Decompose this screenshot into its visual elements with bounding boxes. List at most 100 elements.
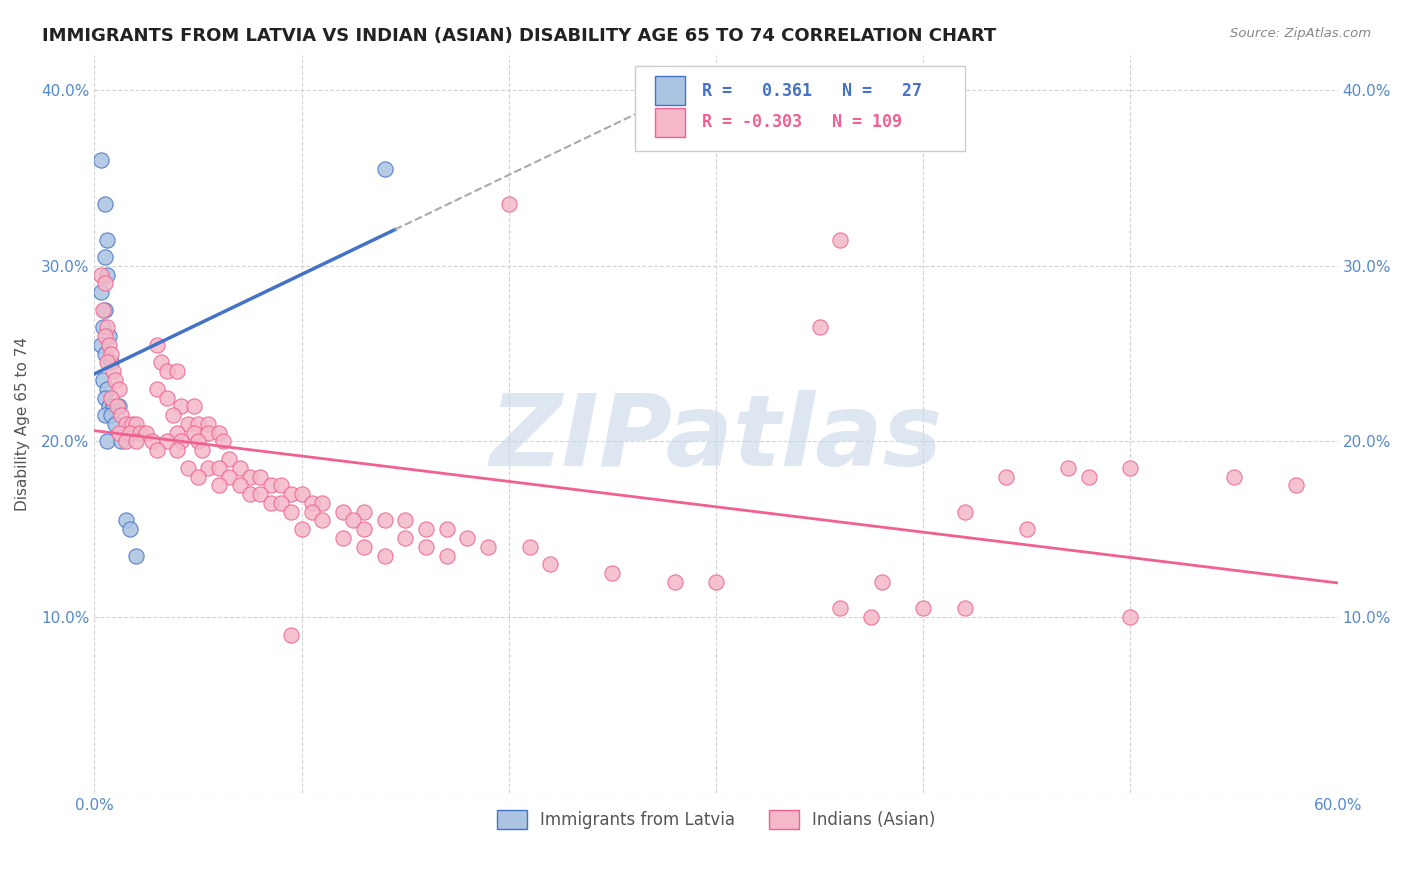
Point [96,268,118,282]
Point [187,469,209,483]
Point [90,285,112,300]
Point [166,443,188,458]
Point [332,531,354,545]
Point [291,522,314,536]
Point [170,400,193,414]
Text: IMMIGRANTS FROM LATVIA VS INDIAN (ASIAN) DISABILITY AGE 65 TO 74 CORRELATION CHA: IMMIGRANTS FROM LATVIA VS INDIAN (ASIAN)… [42,27,997,45]
Point [118,425,141,440]
Point [830,601,852,615]
Point [332,505,354,519]
Point [187,417,209,431]
Point [98,400,121,414]
Point [860,610,883,624]
Point [353,505,375,519]
Point [1078,469,1101,483]
Point [149,355,172,369]
Point [100,391,122,405]
Point [249,487,271,501]
Point [301,505,323,519]
Point [141,434,163,449]
Text: R =   0.361   N =   27: R = 0.361 N = 27 [703,82,922,100]
Point [96,320,118,334]
Point [415,522,437,536]
Point [105,400,128,414]
Point [108,400,131,414]
Point [208,425,231,440]
Point [519,540,541,554]
Point [270,496,292,510]
Point [108,382,131,396]
Point [145,338,167,352]
Point [394,513,416,527]
Point [91,320,114,334]
Point [953,601,976,615]
Point [830,233,852,247]
Point [101,364,124,378]
Point [187,434,209,449]
FancyBboxPatch shape [655,76,685,105]
Point [259,478,281,492]
Point [129,425,152,440]
Point [374,549,396,563]
Point [353,540,375,554]
Point [114,417,136,431]
Point [342,513,364,527]
Point [311,496,333,510]
Legend: Immigrants from Latvia, Indians (Asian): Immigrants from Latvia, Indians (Asian) [491,804,942,836]
Point [96,355,118,369]
Point [101,400,124,414]
Point [98,338,121,352]
Point [166,364,188,378]
Point [110,408,132,422]
Point [311,513,333,527]
Point [1119,610,1142,624]
Point [96,382,118,396]
Point [162,408,184,422]
Point [94,408,117,422]
Point [353,522,375,536]
Point [94,302,117,317]
Point [156,434,179,449]
Point [94,391,117,405]
Point [374,162,396,177]
Point [477,540,499,554]
Point [218,452,240,467]
Point [156,364,179,378]
Point [177,460,200,475]
Point [145,382,167,396]
Point [197,417,219,431]
Point [90,338,112,352]
FancyBboxPatch shape [655,108,685,137]
Point [208,478,231,492]
Point [166,425,188,440]
Point [664,574,686,589]
Point [183,425,205,440]
Point [228,478,250,492]
Point [228,460,250,475]
Point [104,373,127,387]
Point [125,434,148,449]
Point [704,574,727,589]
Point [301,496,323,510]
Point [197,460,219,475]
Point [94,329,117,343]
Point [218,469,240,483]
Point [90,268,112,282]
Point [995,469,1018,483]
Point [91,302,114,317]
Point [104,417,127,431]
Point [436,522,458,536]
Point [100,355,122,369]
Point [121,417,143,431]
Point [118,522,141,536]
Text: ZIPatlas: ZIPatlas [489,390,942,487]
Point [96,233,118,247]
Point [436,549,458,563]
Point [208,460,231,475]
Point [114,434,136,449]
Point [870,574,893,589]
Point [170,434,193,449]
Point [183,400,205,414]
Point [94,346,117,360]
Point [1015,522,1038,536]
